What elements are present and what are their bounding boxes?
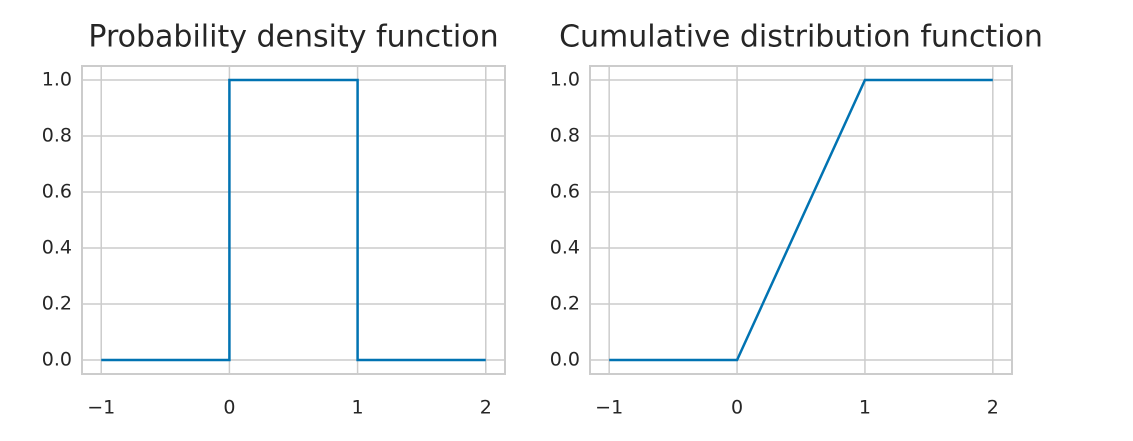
axes-frame — [589, 65, 1013, 375]
y-tick-label: 0.2 — [550, 293, 580, 315]
x-tick-label: 2 — [480, 397, 492, 419]
y-tick-label: 0.4 — [550, 237, 580, 259]
y-tick-label: 0.8 — [42, 125, 72, 147]
x-tick-label: 1 — [352, 397, 364, 419]
x-tick-label: 1 — [859, 397, 871, 419]
y-tick-label: 0.6 — [42, 181, 72, 203]
line — [101, 78, 486, 362]
line — [609, 78, 993, 362]
y-tick-label: 1.0 — [550, 69, 580, 91]
y-tick-label: 0.8 — [550, 125, 580, 147]
chart-title: Probability density function — [88, 20, 498, 55]
x-tick-label: −1 — [595, 397, 623, 419]
y-tick-label: 0.0 — [42, 349, 72, 371]
x-tick-label: 0 — [731, 397, 743, 419]
y-tick-label: 1.0 — [42, 69, 72, 91]
y-tick-label: 0.4 — [42, 237, 72, 259]
x-tick-label: 0 — [223, 397, 235, 419]
axes-frame — [81, 65, 506, 375]
x-tick-label: −1 — [87, 397, 115, 419]
y-tick-label: 0.6 — [550, 181, 580, 203]
y-tick-label: 0.0 — [550, 349, 580, 371]
y-tick-label: 0.2 — [42, 293, 72, 315]
x-tick-label: 2 — [987, 397, 999, 419]
chart-title: Cumulative distribution function — [559, 20, 1043, 55]
